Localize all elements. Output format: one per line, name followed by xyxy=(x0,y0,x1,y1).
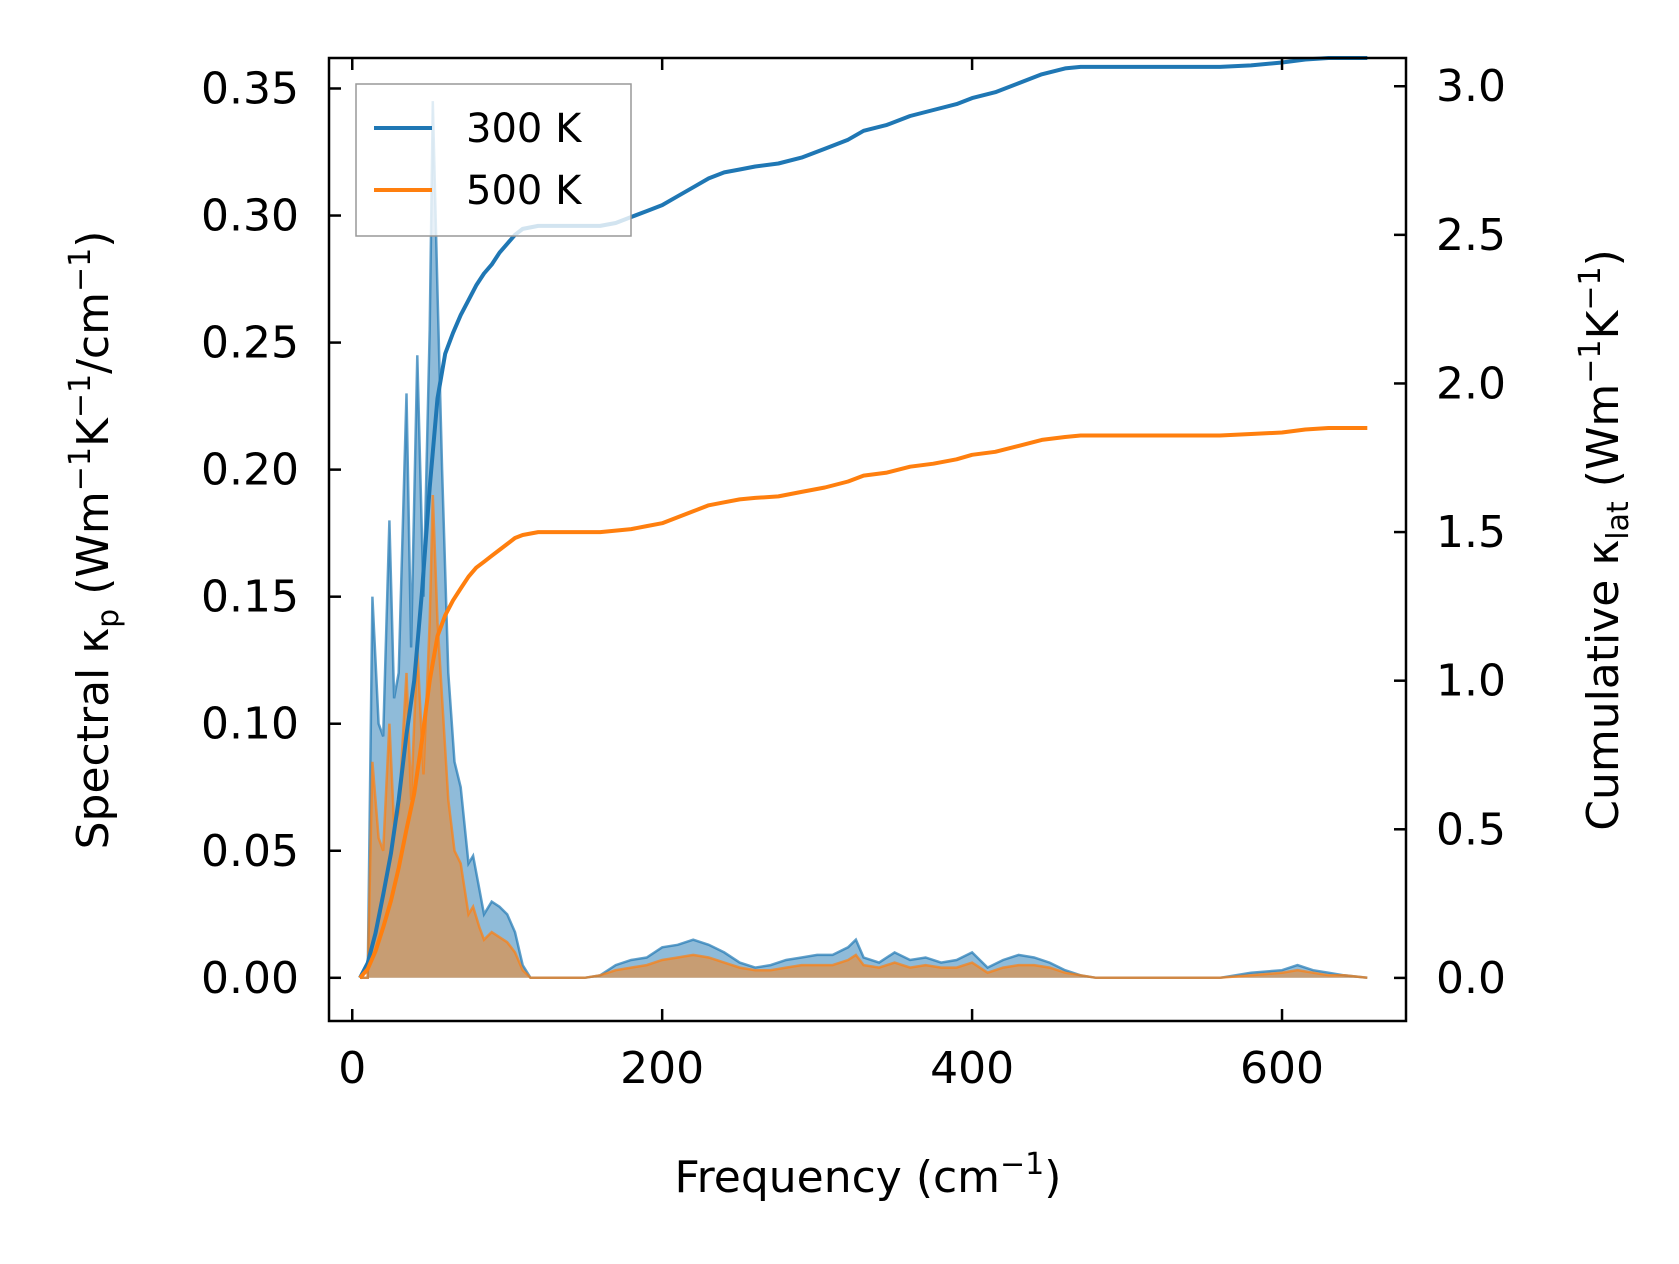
y-left-tick-label: 0.15 xyxy=(201,572,299,623)
spectral-fill-500k xyxy=(360,495,1368,978)
y-left-tick-label: 0.30 xyxy=(201,191,299,242)
x-tick-label: 0 xyxy=(338,1043,366,1094)
cumulative-line-500k xyxy=(358,426,1368,980)
x-tick-label: 400 xyxy=(930,1043,1014,1094)
legend-label-300k: 300 K xyxy=(466,106,583,152)
y-axis-left-label: Spectral κp (Wm−1K−1/cm−1) xyxy=(63,231,126,850)
y-axis-right-label: Cumulative κlat (Wm−1K−1) xyxy=(1573,249,1636,831)
y-right-tick-label: 0.5 xyxy=(1436,804,1506,855)
y-left-tick-label: 0.35 xyxy=(201,63,299,114)
y-right-tick-label: 3.0 xyxy=(1436,61,1506,112)
spectral-line-300k xyxy=(360,101,1368,980)
legend-box xyxy=(355,83,632,237)
x-tick-label: 200 xyxy=(620,1043,704,1094)
cumulative-line-300k xyxy=(358,56,1368,979)
y-left-tick-label: 0.05 xyxy=(201,826,299,877)
legend-label-500k: 500 K xyxy=(466,168,583,214)
y-right-tick-label: 1.0 xyxy=(1436,656,1506,707)
x-axis-label: Frequency (cm−1) xyxy=(675,1147,1062,1203)
y-left-tick-label: 0.00 xyxy=(201,953,299,1004)
spectral-fill-layer xyxy=(360,101,1368,978)
y-right-tick-label: 0.0 xyxy=(1436,953,1506,1004)
y-right-tick-label: 2.5 xyxy=(1436,210,1506,261)
y-right-tick-label: 2.0 xyxy=(1436,358,1506,409)
tick-layer: 0 200 400 600 0.00 0.05 0.10 0.15 0.20 0.25 0.30 0.… xyxy=(201,58,1506,1094)
y-right-tick-label: 1.5 xyxy=(1436,507,1506,558)
spectral-line-500k xyxy=(360,494,1368,980)
spectral-line-layer xyxy=(360,101,1368,980)
legend: 300 K 500 K xyxy=(355,83,632,237)
y-left-tick-label: 0.20 xyxy=(201,445,299,496)
cumulative-line-layer xyxy=(358,56,1368,980)
y-left-tick-label: 0.25 xyxy=(201,318,299,369)
x-tick-label: 600 xyxy=(1240,1043,1324,1094)
plot-frame xyxy=(327,56,1408,1023)
y-left-tick-label: 0.10 xyxy=(201,699,299,750)
